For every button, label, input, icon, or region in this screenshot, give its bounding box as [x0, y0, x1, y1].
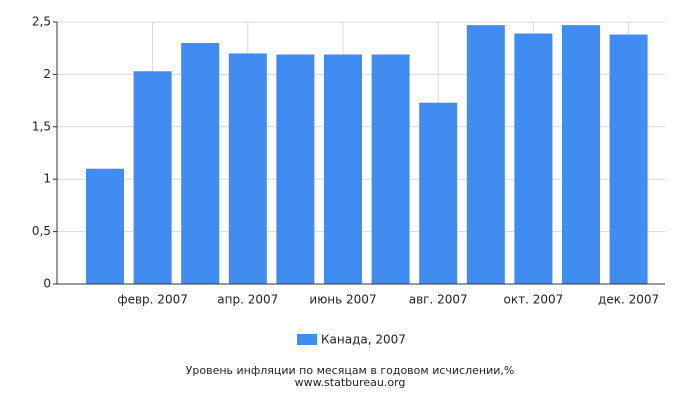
x-tick-label: окт. 2007: [504, 293, 564, 307]
y-tick-label: 0: [43, 277, 51, 291]
legend-swatch: [297, 334, 317, 345]
y-tick-label: 1,5: [32, 119, 51, 133]
bar: [466, 25, 505, 284]
bar: [514, 33, 553, 284]
y-tick-label: 2: [43, 67, 51, 81]
y-tick-label: 2,5: [32, 15, 51, 29]
bar: [86, 168, 124, 284]
x-tick-label: февр. 2007: [117, 293, 188, 307]
bar: [228, 53, 267, 284]
bar: [181, 42, 220, 285]
legend-label: Канада, 2007: [321, 333, 406, 347]
source: www.statbureau.org: [295, 376, 406, 389]
x-tick-label: июнь 2007: [309, 293, 376, 307]
bar: [609, 34, 648, 284]
bar: [371, 54, 410, 284]
bar: [324, 54, 362, 284]
x-tick-label: дек. 2007: [598, 293, 659, 307]
bar: [419, 102, 458, 284]
caption: Уровень инфляции по месяцам в годовом ис…: [186, 364, 515, 377]
x-tick-label: апр. 2007: [217, 293, 278, 307]
bar: [562, 25, 600, 284]
bar: [276, 54, 315, 284]
y-tick-label: 0,5: [32, 224, 51, 238]
y-tick-label: 1: [43, 172, 51, 186]
x-tick-label: авг. 2007: [409, 293, 468, 307]
bar: [133, 71, 172, 284]
